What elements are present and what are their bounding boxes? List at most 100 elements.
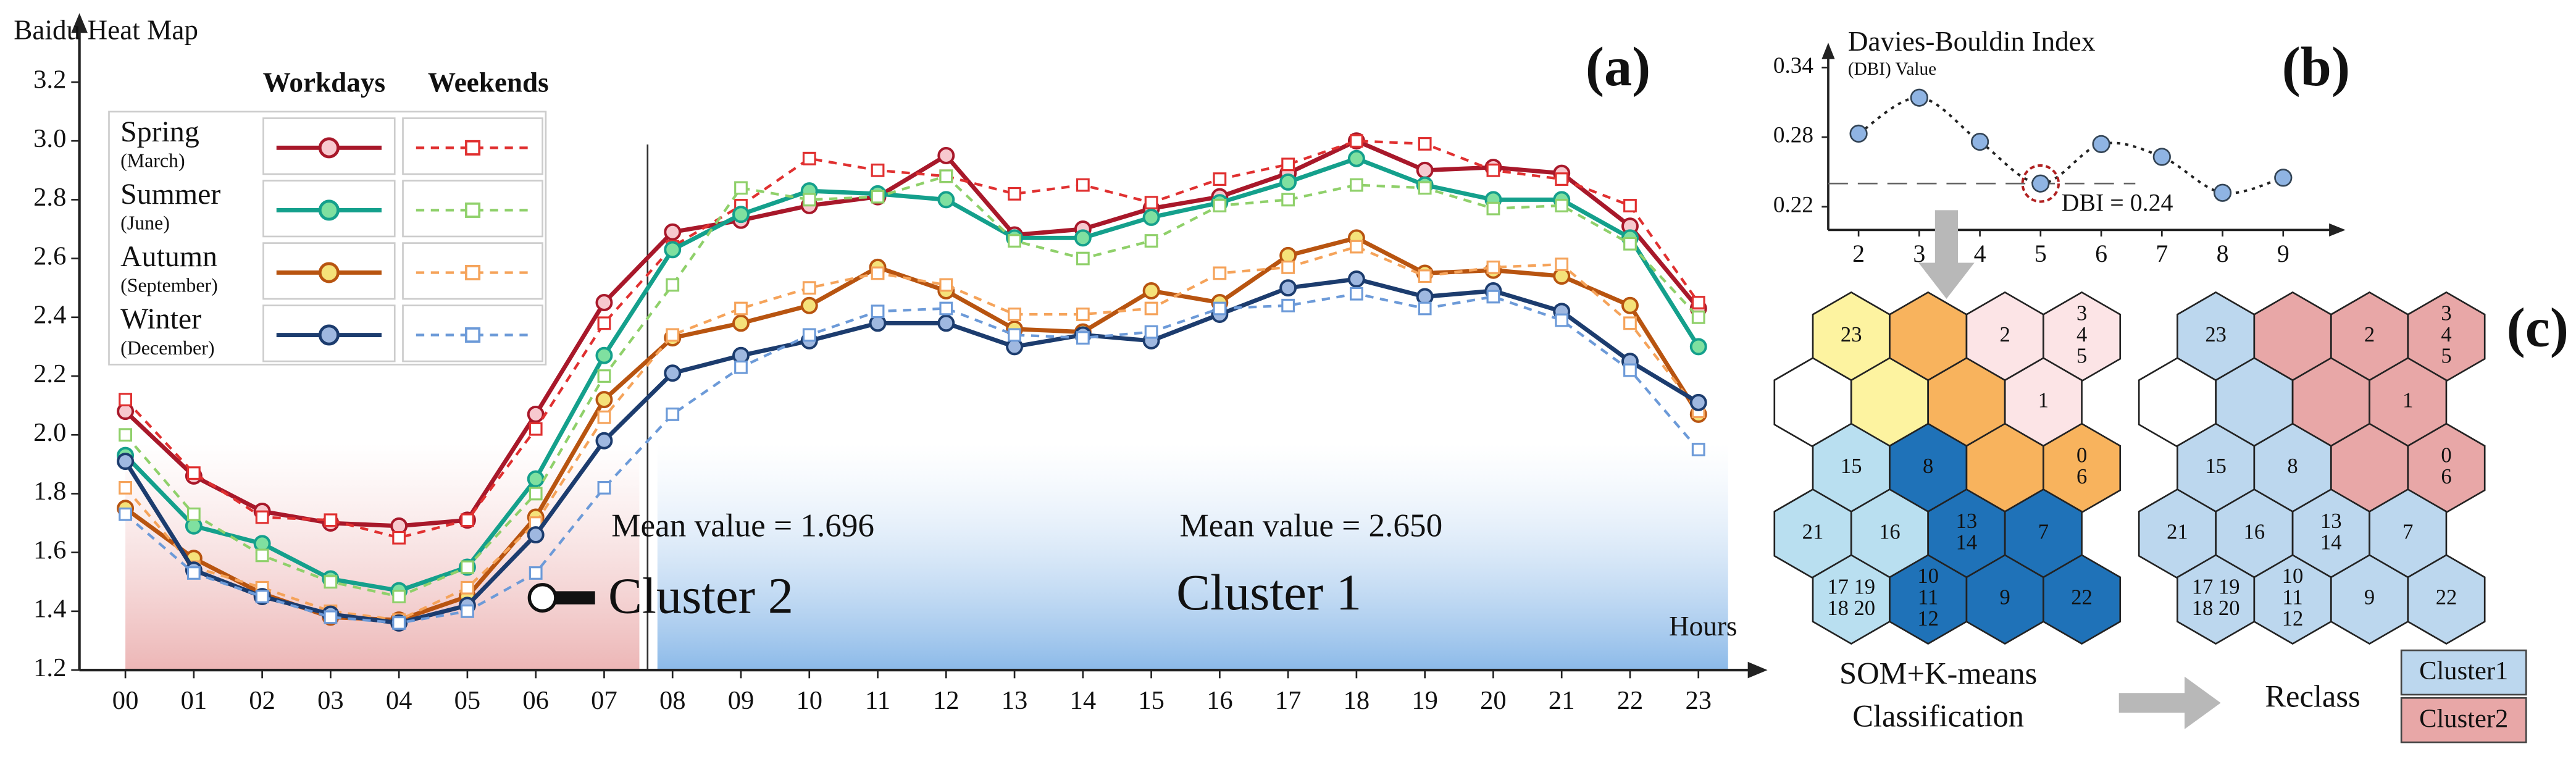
y-tick-label: 2.0 (33, 418, 66, 447)
y-tick-label: 2.6 (33, 241, 66, 270)
legend-sublabel: (June) (120, 212, 170, 234)
point (392, 590, 406, 603)
point (392, 530, 406, 545)
hex-label: 23 (2205, 323, 2227, 346)
x-tick-label: 05 (454, 686, 481, 715)
point (1076, 308, 1090, 321)
point (871, 163, 885, 177)
series-line (123, 156, 1700, 593)
chart-subtitle: (DBI) Value (1848, 59, 1936, 79)
point (1486, 201, 1500, 216)
hex-label: 2 (2364, 323, 2375, 346)
y-tick-label: 2.8 (33, 183, 66, 212)
point (461, 513, 474, 527)
y-tick-label: 1.2 (33, 653, 66, 682)
point (527, 470, 545, 488)
point (1144, 301, 1158, 316)
legend-header: Weekends (428, 67, 549, 98)
hex-label: 14 (2320, 531, 2342, 555)
point (1279, 173, 1297, 191)
point (802, 151, 816, 165)
legend-marker (318, 262, 340, 283)
hex-label: 18 20 (2192, 597, 2240, 620)
point (529, 487, 543, 501)
annotation: Mean value = 2.650 (1179, 508, 1442, 544)
point (529, 566, 543, 580)
point (597, 316, 611, 330)
point (1281, 298, 1295, 312)
point (595, 432, 613, 450)
cluster-icon (527, 583, 558, 613)
point (871, 304, 885, 319)
x-tick-label: 2 (1852, 240, 1865, 267)
point (1349, 134, 1363, 148)
x-arrow (2329, 223, 2346, 237)
chart-title: Davies-Bouldin Index (1848, 26, 2096, 57)
point (597, 410, 611, 424)
series-line (1858, 96, 2284, 195)
hex-label: 4 (2441, 323, 2451, 346)
point (1970, 132, 1989, 151)
point (1418, 137, 1432, 151)
point (1486, 260, 1500, 274)
point (1347, 270, 1365, 288)
legend-marker (465, 202, 481, 218)
x-tick-label: 3 (1913, 240, 1925, 267)
point (871, 190, 885, 204)
point (937, 314, 955, 332)
x-arrow (1747, 661, 1768, 679)
point (1418, 269, 1432, 283)
hex-label: 7 (2038, 520, 2049, 543)
x-tick-label: 17 (1275, 686, 1302, 715)
x-tick-label: 01 (181, 686, 207, 715)
point (1281, 157, 1295, 172)
legend-marker (465, 140, 481, 156)
x-tick-label: 03 (317, 686, 344, 715)
point (871, 266, 885, 280)
point (734, 360, 748, 374)
hex-label: 6 (2076, 465, 2087, 488)
hex-label: 5 (2076, 345, 2087, 368)
x-tick-label: 4 (1974, 240, 1986, 267)
hex-label: 8 (1923, 454, 1933, 478)
point (2031, 174, 2050, 193)
x-tick-label: 11 (865, 686, 890, 715)
legend-label: Cluster2 (2419, 704, 2508, 733)
y-tick-label: 1.6 (33, 535, 66, 564)
point (1623, 316, 1637, 330)
x-tick-label: 06 (522, 686, 549, 715)
cluster1-band (657, 443, 1728, 671)
hex-label: 10 (2282, 564, 2304, 588)
annotation: Cluster 2 (608, 567, 793, 624)
point (1689, 393, 1707, 411)
hex-label: 9 (2364, 586, 2375, 609)
x-tick-label: 12 (933, 686, 960, 715)
point (527, 405, 545, 423)
legend-swatch (2400, 697, 2527, 743)
hex-label: 15 (1841, 454, 1862, 478)
highlight-ring (2021, 164, 2060, 203)
point (1349, 240, 1363, 254)
point (461, 604, 474, 618)
annotation: Mean value = 1.696 (611, 508, 874, 544)
hex-label: 3 (2076, 302, 2087, 325)
point (1008, 328, 1021, 342)
point (597, 481, 611, 495)
legend-marker (318, 199, 340, 221)
point (1144, 196, 1158, 210)
hex-label: 12 (1917, 607, 1939, 630)
legend-label: Spring (120, 115, 199, 148)
point (1008, 186, 1021, 201)
x-tick-label: 07 (591, 686, 617, 715)
series-line (123, 277, 1700, 626)
x-tick-label: 04 (386, 686, 412, 715)
point (664, 241, 682, 259)
point (1144, 234, 1158, 248)
hex-label: 3 (2441, 302, 2451, 325)
point (117, 453, 135, 471)
point (1008, 308, 1021, 321)
point (595, 346, 613, 364)
hex-cell (2043, 554, 2122, 645)
hex-label: 11 (1918, 586, 1938, 609)
point (461, 560, 474, 574)
